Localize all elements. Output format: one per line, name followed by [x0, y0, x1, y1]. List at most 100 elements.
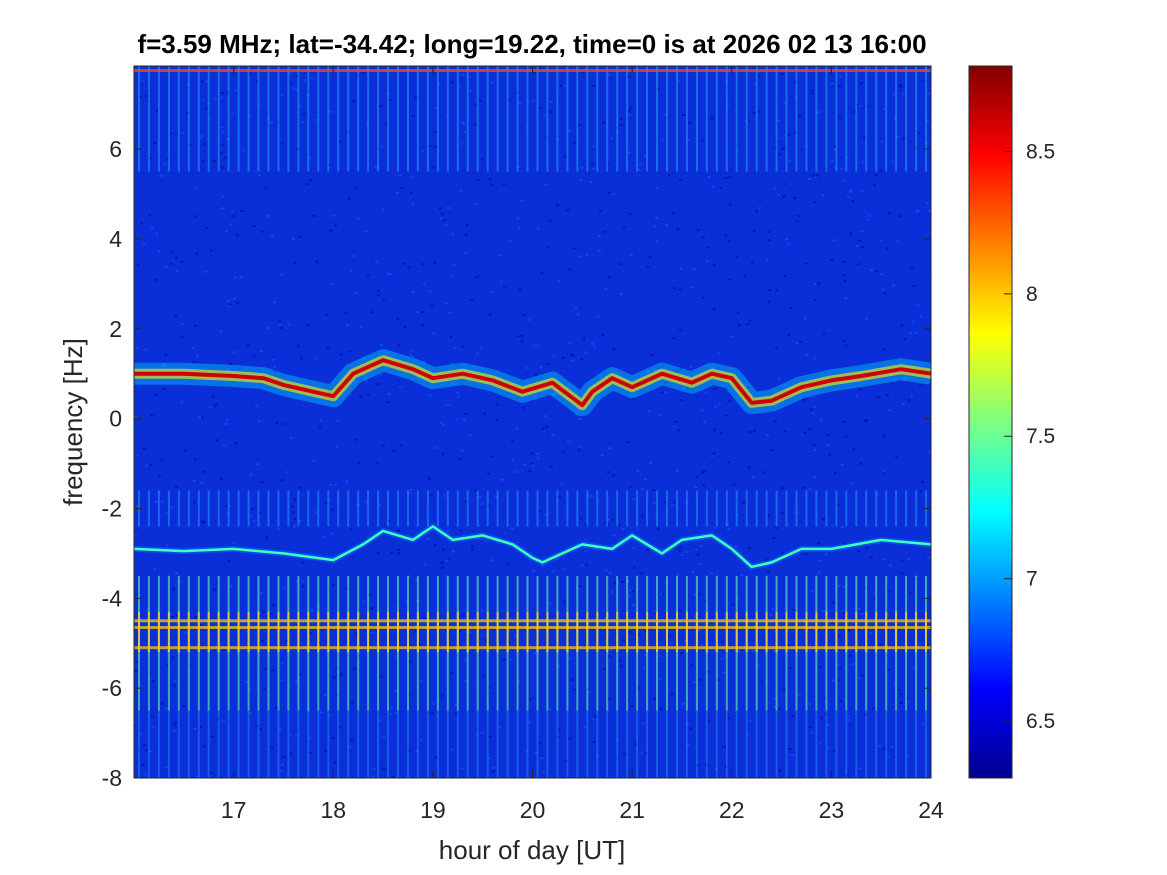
stripe-bottom: [167, 710, 170, 778]
noise-speck: [219, 330, 223, 333]
noise-speck: [455, 418, 459, 421]
noise-speck: [267, 215, 271, 218]
stripe-mid: [167, 490, 170, 527]
main-trace: [134, 358, 931, 408]
noise-speck: [174, 315, 178, 318]
noise-speck: [810, 89, 814, 91]
noise-speck: [589, 181, 593, 183]
noise-speck: [580, 358, 584, 361]
noise-speck: [832, 239, 836, 242]
noise-speck: [607, 275, 611, 278]
noise-speck: [929, 511, 931, 514]
noise-speck: [642, 667, 646, 670]
stripe-hot: [416, 611, 419, 653]
noise-speck: [403, 326, 407, 329]
noise-speck: [694, 486, 697, 489]
noise-speck: [592, 740, 596, 743]
noise-speck: [619, 292, 623, 295]
noise-speck: [858, 105, 862, 108]
stripe-hot: [407, 611, 409, 653]
stripe-hot: [247, 611, 250, 653]
noise-speck: [602, 121, 606, 124]
noise-speck: [869, 269, 873, 272]
stripe-upper: [446, 66, 449, 172]
noise-speck: [791, 714, 795, 717]
stripe-hot: [297, 611, 300, 653]
noise-speck: [261, 481, 265, 484]
noise-speck: [843, 612, 847, 615]
stripe-bottom: [327, 710, 330, 778]
noise-speck: [659, 707, 663, 710]
noise-speck: [511, 440, 515, 443]
stripe-upper: [606, 66, 609, 172]
noise-speck: [150, 715, 154, 718]
noise-speck: [531, 464, 535, 467]
noise-speck: [899, 692, 902, 695]
noise-speck: [340, 673, 343, 676]
noise-speck: [597, 235, 601, 237]
noise-speck: [231, 215, 235, 218]
noise-speck: [765, 259, 769, 262]
noise-speck: [468, 631, 472, 634]
noise-speck: [202, 142, 206, 145]
stripe-mid: [666, 490, 668, 527]
noise-speck: [352, 100, 356, 103]
noise-speck: [468, 89, 472, 92]
noise-speck: [771, 608, 775, 611]
stripe-upper: [705, 66, 708, 172]
stripe-upper: [187, 66, 190, 172]
noise-speck: [627, 113, 631, 116]
noise-speck: [191, 346, 195, 349]
noise-speck: [650, 354, 654, 356]
noise-speck: [810, 731, 814, 734]
noise-speck: [612, 534, 616, 537]
noise-speck: [756, 664, 760, 667]
stripe-upper: [616, 66, 619, 172]
stripe-upper: [586, 66, 589, 172]
noise-speck: [585, 253, 589, 256]
noise-speck: [758, 206, 762, 209]
noise-speck: [664, 516, 668, 519]
stripe-mid: [626, 490, 629, 527]
stripe-mid: [207, 490, 210, 527]
noise-speck: [328, 714, 332, 717]
noise-speck: [790, 754, 794, 756]
colorbar-gradient: [968, 65, 1013, 779]
noise-speck: [540, 757, 544, 760]
stripe-hot: [397, 611, 399, 653]
noise-speck: [866, 218, 870, 221]
stripe-bottom: [676, 710, 678, 778]
noise-speck: [389, 713, 393, 716]
noise-speck: [849, 190, 852, 193]
noise-speck: [487, 757, 491, 760]
noise-speck: [476, 352, 479, 355]
noise-speck: [613, 581, 616, 584]
noise-speck: [736, 650, 740, 653]
noise-speck: [413, 631, 417, 634]
noise-speck: [692, 267, 696, 270]
noise-speck: [219, 152, 223, 155]
noise-speck: [842, 274, 846, 277]
noise-speck: [225, 505, 229, 508]
noise-speck: [354, 187, 358, 190]
noise-speck: [428, 477, 432, 480]
noise-speck: [775, 347, 779, 350]
stripe-mid: [277, 490, 280, 527]
noise-speck: [777, 708, 781, 710]
noise-speck: [569, 353, 573, 356]
stripe-mid: [815, 490, 818, 527]
noise-speck: [876, 492, 880, 495]
noise-speck: [852, 111, 856, 114]
stripe-bottom: [666, 710, 668, 778]
stripe-hot: [536, 611, 539, 653]
noise-speck: [772, 537, 776, 540]
noise-speck: [911, 320, 915, 323]
noise-speck: [439, 421, 443, 424]
stripe-upper: [357, 66, 360, 172]
noise-speck: [682, 114, 686, 116]
noise-speck: [757, 110, 761, 113]
noise-speck: [667, 635, 671, 638]
noise-speck: [225, 418, 229, 421]
noise-speck: [859, 82, 863, 85]
